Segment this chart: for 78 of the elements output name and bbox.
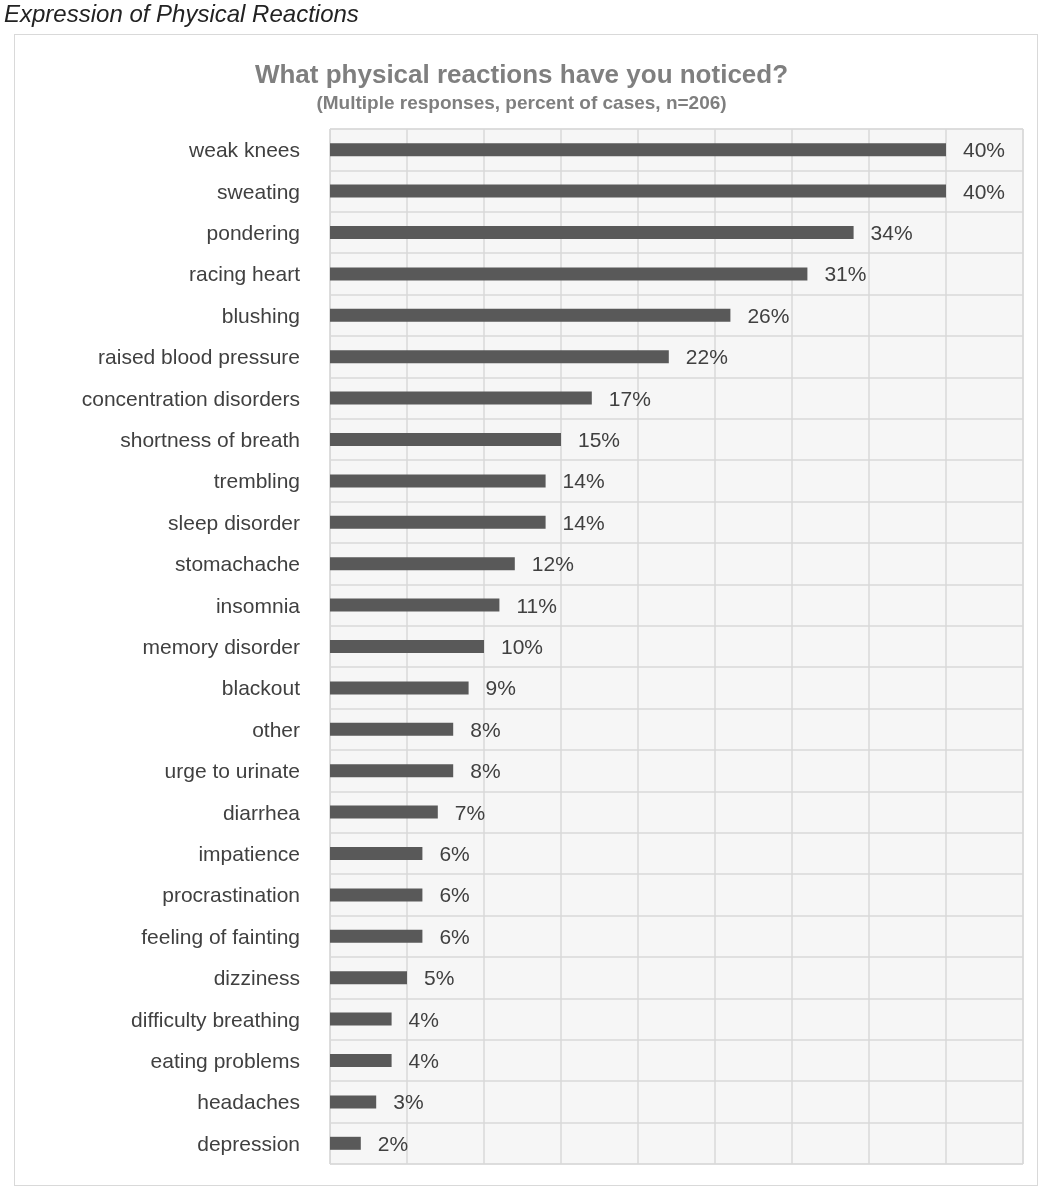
y-tick-label: raised blood pressure (98, 345, 300, 369)
data-label: 2% (377, 1131, 409, 1155)
y-tick-label: memory disorder (142, 635, 300, 658)
data-label: 4% (408, 1049, 439, 1072)
data-label: 9% (485, 676, 516, 700)
y-tick-label: impatience (198, 842, 300, 865)
data-label: 6% (439, 883, 470, 907)
bar (330, 433, 561, 446)
y-tick-label: blackout (221, 676, 301, 700)
data-label: 6% (439, 842, 470, 865)
y-tick-label: trembling (213, 469, 300, 493)
data-label: 6% (439, 924, 470, 948)
bar (330, 722, 454, 736)
bar (330, 888, 423, 902)
y-tick-label: headaches (197, 1090, 300, 1114)
bar (330, 681, 469, 695)
data-label: 40% (963, 138, 1006, 162)
chart-subtitle: (Multiple responses, percent of cases, n=206) (316, 92, 727, 113)
y-tick-label: shortness of breath (120, 428, 300, 451)
bar (330, 971, 407, 985)
y-tick-label: stomachache (175, 552, 300, 576)
bar (330, 184, 946, 198)
data-label: 10% (501, 635, 544, 658)
y-tick-label: weak knees (188, 138, 300, 162)
bar (330, 308, 731, 322)
bar (330, 143, 946, 157)
text: Expression of Physical Reactions (4, 0, 359, 28)
y-tick-label: insomnia (215, 593, 301, 617)
y-tick-label: other (252, 717, 300, 741)
bar (330, 1136, 361, 1150)
bar (330, 350, 669, 364)
bar (330, 640, 484, 653)
data-label: 4% (408, 1007, 439, 1031)
y-tick-label: racing heart (189, 262, 301, 286)
y-tick-label: sleep disorder (168, 510, 301, 534)
bar (330, 847, 423, 860)
y-tick-label: depression (197, 1131, 300, 1155)
y-tick-label: sweating (217, 179, 300, 203)
bar (330, 764, 454, 778)
bar (330, 1012, 392, 1026)
bar (330, 598, 500, 612)
data-label: 40% (963, 179, 1006, 203)
data-label: 8% (470, 717, 501, 741)
bar (330, 1054, 392, 1067)
data-label: 31% (824, 262, 867, 286)
y-tick-label: dizziness (213, 966, 300, 990)
y-tick-label: diarrhea (222, 800, 301, 824)
bar (330, 515, 546, 529)
data-label: 14% (562, 510, 605, 534)
data-label: 5% (424, 966, 455, 990)
y-tick-label: difficulty breathing (131, 1007, 300, 1031)
y-tick-label: eating problems (150, 1049, 300, 1072)
data-label: 12% (531, 552, 574, 576)
y-tick-label: pondering (206, 221, 300, 244)
data-label: 14% (562, 469, 605, 493)
data-label: 17% (608, 386, 651, 410)
data-label: 15% (578, 428, 621, 451)
data-label: 8% (470, 759, 501, 783)
bar (330, 1095, 377, 1109)
data-label: 26% (747, 303, 790, 327)
chart-title: What physical reactions have you noticed? (254, 59, 789, 89)
data-label: 7% (454, 800, 486, 824)
data-label: 34% (870, 221, 913, 244)
bar (330, 267, 808, 281)
bar (330, 391, 592, 405)
bar (330, 226, 854, 239)
bar (330, 929, 423, 943)
y-tick-label: procrastination (162, 883, 300, 907)
y-tick-label: urge to urinate (164, 759, 300, 783)
bar (330, 805, 438, 819)
y-tick-label: feeling of fainting (141, 924, 300, 948)
data-label: 3% (393, 1090, 424, 1114)
bar (330, 557, 515, 571)
data-label: 22% (685, 345, 728, 369)
data-label: 11% (516, 593, 557, 617)
y-tick-label: concentration disorders (81, 386, 300, 410)
y-tick-label: blushing (221, 303, 300, 327)
bar (330, 474, 546, 488)
